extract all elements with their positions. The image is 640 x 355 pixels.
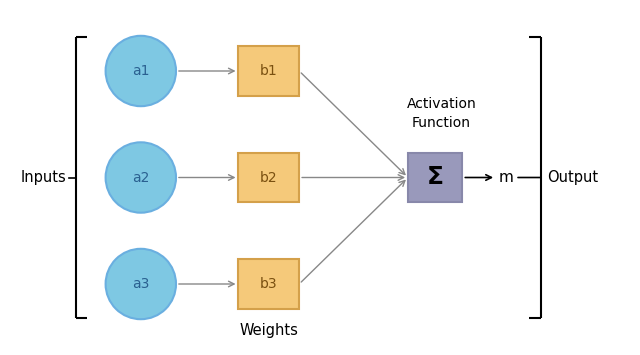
Ellipse shape — [106, 36, 176, 106]
Text: a1: a1 — [132, 64, 150, 78]
Ellipse shape — [106, 142, 176, 213]
FancyBboxPatch shape — [408, 153, 463, 202]
Text: m: m — [498, 170, 513, 185]
Text: Weights: Weights — [239, 323, 298, 338]
FancyBboxPatch shape — [239, 153, 300, 202]
Text: b1: b1 — [260, 64, 278, 78]
Text: a2: a2 — [132, 170, 150, 185]
Text: Activation
Function: Activation Function — [407, 97, 476, 130]
FancyBboxPatch shape — [239, 46, 300, 96]
Ellipse shape — [106, 249, 176, 319]
Text: Output: Output — [547, 170, 598, 185]
Text: b3: b3 — [260, 277, 278, 291]
Text: b2: b2 — [260, 170, 278, 185]
Text: Σ: Σ — [427, 165, 444, 190]
Text: Inputs: Inputs — [20, 170, 66, 185]
Text: a3: a3 — [132, 277, 150, 291]
FancyBboxPatch shape — [239, 259, 300, 309]
